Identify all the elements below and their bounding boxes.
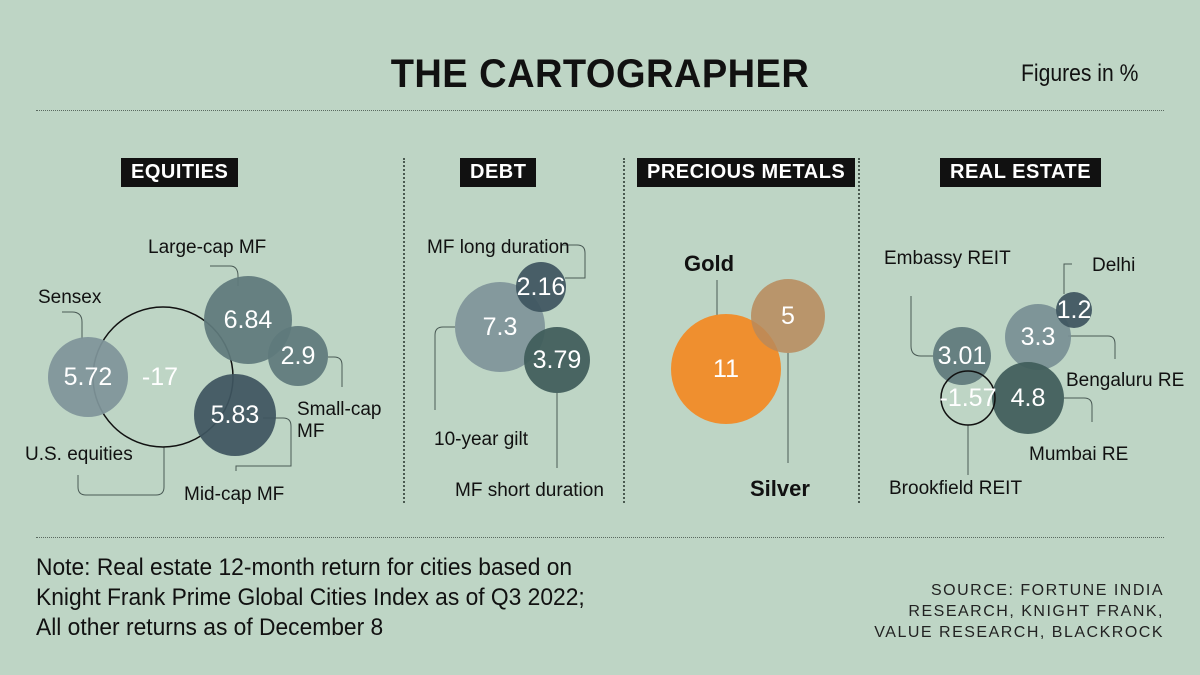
value-bengaluru-re: 3.3: [1021, 323, 1056, 351]
bubble-bengaluru-re: [1005, 304, 1071, 370]
value-mf-short-duration: 3.79: [533, 346, 582, 374]
label-small-cap: Small-cap MF: [297, 399, 381, 442]
section-precious-metals: PRECIOUS METALS: [637, 158, 856, 187]
label-gold: Gold: [684, 251, 734, 276]
page-title: THE CARTOGRAPHER: [390, 52, 810, 96]
label-mid-cap: Mid-cap MF: [184, 484, 284, 505]
value-embassy-reit: 3.01: [938, 342, 987, 370]
bubble-mf-long-duration: [516, 262, 566, 312]
note-line: All other returns as of December 8: [36, 614, 384, 641]
value-delhi: 1.2: [1057, 296, 1092, 324]
label-sensex: Sensex: [38, 287, 102, 308]
value-brookfield-reit: -1.57: [940, 384, 997, 412]
label-silver: Silver: [750, 476, 810, 501]
value-mid-cap-mf: 5.83: [211, 401, 260, 429]
footnote: Note: Real estate 12-month return for ci…: [36, 553, 585, 643]
bubble-embassy-reit: [933, 327, 991, 385]
bubble-mid-cap-mf: [194, 374, 276, 456]
label-mf-short: MF short duration: [455, 480, 604, 501]
value-mf-long-duration: 2.16: [517, 273, 566, 301]
label-delhi: Delhi: [1092, 255, 1135, 276]
label-brookfield: Brookfield REIT: [889, 478, 1022, 499]
label-large-cap: Large-cap MF: [148, 237, 266, 258]
value-gold: 11: [713, 355, 739, 383]
label-10yr-gilt: 10-year gilt: [434, 429, 529, 450]
value-mumbai-re: 4.8: [1011, 384, 1046, 412]
source-line: SOURCE: FORTUNE INDIA: [931, 582, 1164, 599]
value-silver: 5: [781, 302, 795, 330]
divider: [623, 158, 625, 503]
source-line: RESEARCH, KNIGHT FRANK,: [908, 603, 1164, 620]
bubble-silver: [751, 279, 825, 353]
bubble-10-year-gilt: [455, 282, 545, 372]
value-10-year-gilt: 7.3: [483, 313, 518, 341]
label-mumbai: Mumbai RE: [1029, 444, 1128, 465]
labels: Sensex Large-cap MF Small-cap MF U.S. equ…: [25, 237, 1184, 505]
value-small-cap-mf: 2.9: [281, 342, 316, 370]
value-large-cap-mf: 6.84: [224, 306, 273, 334]
divider: [36, 110, 1164, 111]
bubble-mf-short-duration: [524, 327, 590, 393]
divider: [403, 158, 405, 503]
bubble-delhi: [1056, 292, 1092, 328]
label-bengaluru: Bengaluru RE: [1066, 370, 1184, 391]
bubble-large-cap-mf: [204, 276, 292, 364]
value-sensex: 5.72: [64, 363, 113, 391]
leader-lines: [62, 244, 1116, 496]
label-embassy: Embassy REIT: [884, 248, 1011, 269]
source: SOURCE: FORTUNE INDIA RESEARCH, KNIGHT F…: [874, 580, 1164, 643]
bubble-sensex: [48, 337, 128, 417]
bubble-small-cap-mf: [268, 326, 328, 386]
section-equities: EQUITIES: [121, 158, 239, 187]
note-line: Knight Frank Prime Global Cities Index a…: [36, 584, 585, 611]
divider: [858, 158, 860, 503]
label-mf-long: MF long duration: [427, 237, 570, 258]
bubble-mumbai-re: [992, 362, 1064, 434]
note-line: Note: Real estate 12-month return for ci…: [36, 554, 573, 581]
value-u-s-equities: -17: [142, 363, 178, 391]
divider: [36, 537, 1164, 538]
section-real-estate: REAL ESTATE: [940, 158, 1102, 187]
units-note: Figures in %: [1020, 60, 1138, 87]
source-line: VALUE RESEARCH, BLACKROCK: [874, 624, 1164, 641]
section-debt: DEBT: [460, 158, 537, 187]
bubble-gold: [671, 314, 781, 424]
bubble-brookfield-reit: [940, 370, 996, 426]
label-us-equities: U.S. equities: [25, 444, 133, 465]
